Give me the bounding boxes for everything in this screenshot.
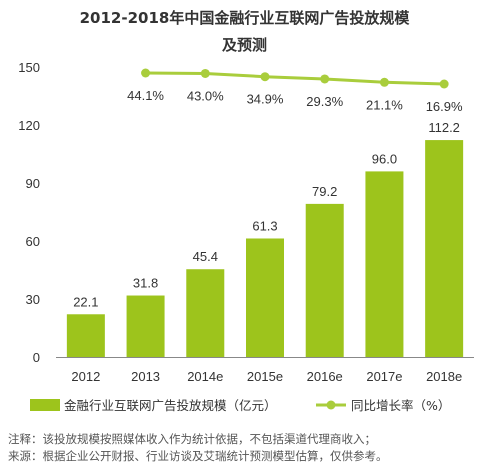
bar [246,238,284,357]
growth-rate-point [200,68,210,78]
bar-value-label: 45.4 [193,249,218,264]
y-axis: 150 120 90 60 30 0 [18,60,40,365]
bar-value-label: 79.2 [312,184,337,199]
growth-rate-line [145,71,445,86]
y-tick-label: 150 [18,60,40,75]
bar-value-label: 61.3 [252,218,277,233]
growth-rate-label: 29.3% [306,94,343,109]
legend: 金融行业互联网广告投放规模（亿元） 同比增长率（%） [30,398,450,413]
legend-line-marker [326,400,336,410]
growth-rate-point [379,77,389,87]
growth-rate-point [439,79,449,89]
bar [126,295,165,357]
x-tick-label: 2014e [187,369,223,384]
x-axis: 2012 2013 2014e 2015e 2016e 2017e 2018e [56,357,474,384]
growth-rate-label: 21.1% [366,97,403,112]
growth-rate-point [320,74,330,84]
bar-series [66,140,464,357]
growth-rate-labels: 44.1% 43.0% 34.9% 29.3% 21.1% 16.9% [127,88,463,114]
legend-bar-label: 金融行业互联网广告投放规模（亿元） [64,398,277,413]
y-tick-label: 0 [33,350,40,365]
bar-value-labels: 22.1 31.8 45.4 61.3 79.2 96.0 112.2 [73,120,460,309]
growth-rate-point [141,68,151,78]
bar [425,140,464,357]
bar-value-label: 31.8 [133,276,158,291]
x-tick-label: 2013 [131,369,160,384]
source-note: 来源：根据企业公开财报、行业访谈及艾瑞统计预测模型估算，仅供参考。 [8,449,388,463]
legend-line-label: 同比增长率（%） [351,398,450,413]
bar-value-label: 22.1 [73,294,98,309]
growth-rate-label: 34.9% [247,92,284,107]
growth-rate-label: 43.0% [187,88,224,103]
y-tick-label: 30 [26,292,40,307]
chart-title-line1: 2012-2018年中国金融行业互联网广告投放规模 [80,9,411,27]
legend-bar-swatch [30,399,60,411]
x-tick-label: 2012 [71,369,100,384]
x-tick-label: 2018e [426,369,462,384]
growth-rate-label: 16.9% [426,99,463,114]
growth-rate-series [141,68,449,89]
bar [186,269,225,357]
growth-rate-label: 44.1% [127,88,164,103]
y-tick-label: 90 [26,176,40,191]
x-tick-label: 2017e [366,369,402,384]
bar [365,171,404,357]
chart-title-line2: 及预测 [222,36,267,54]
y-tick-label: 120 [18,118,40,133]
bar-value-label: 96.0 [372,151,397,166]
x-tick-label: 2016e [307,369,343,384]
bar-value-label: 112.2 [428,120,460,135]
bar [66,314,105,357]
growth-rate-point [260,72,270,82]
footnote: 注释：该投放规模按照媒体收入作为统计依据，不包括渠道代理商收入； [8,432,376,446]
x-tick-label: 2015e [247,369,283,384]
y-tick-label: 60 [26,234,40,249]
bar [305,203,344,357]
